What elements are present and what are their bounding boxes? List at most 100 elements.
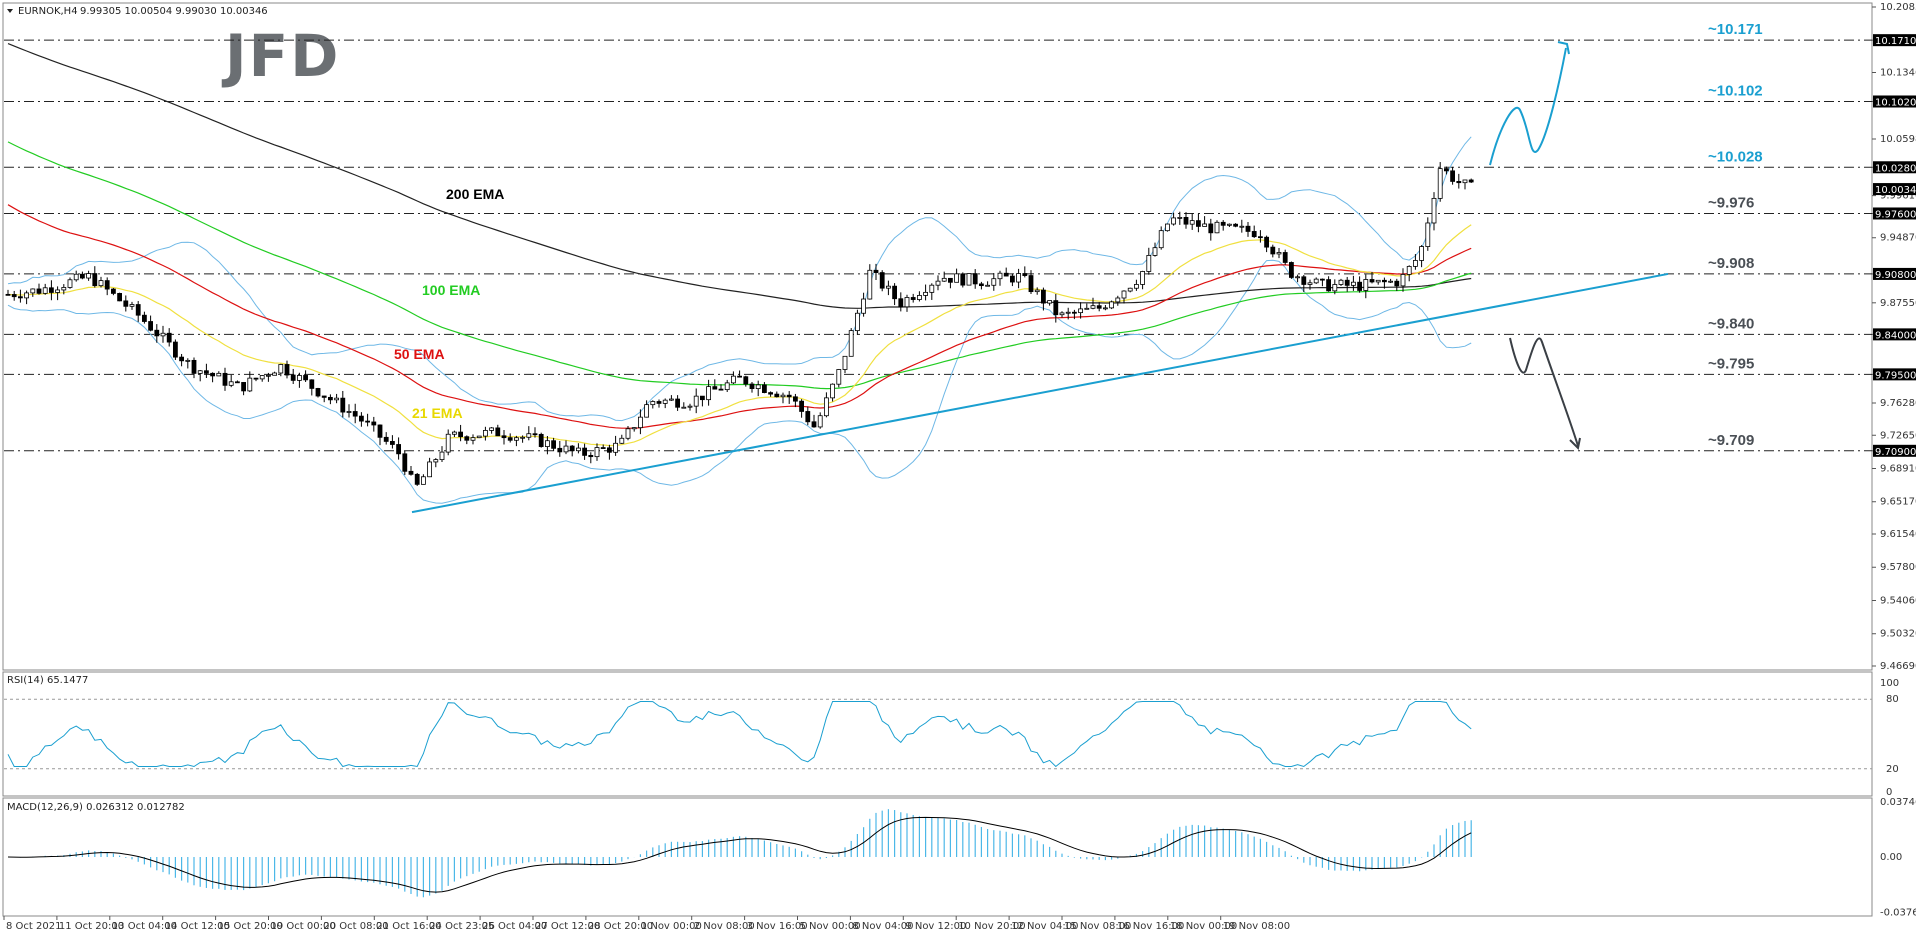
bollinger-bands	[7, 136, 1472, 504]
candle-body	[1351, 281, 1356, 286]
candle-body	[36, 288, 42, 294]
candle-body	[1444, 168, 1449, 172]
candle-body	[861, 298, 866, 314]
rsi-axis-label: 80	[1886, 694, 1899, 705]
candle-body	[886, 285, 891, 289]
candle-body	[1177, 217, 1183, 219]
x-tick-label: 15 Nov 08:00	[1064, 921, 1131, 932]
candle-body	[718, 388, 724, 391]
candle-body	[1016, 273, 1021, 283]
x-tick-label: 3 Nov 16:00	[747, 921, 808, 932]
candle-body	[501, 435, 507, 439]
candle-body	[520, 436, 525, 439]
candle-body	[700, 395, 705, 401]
candle-body	[24, 292, 30, 299]
candle-body	[985, 284, 990, 287]
candle-body	[1462, 179, 1468, 184]
candle-body	[414, 473, 420, 485]
candle-body	[1468, 179, 1474, 183]
candle-body	[935, 280, 941, 286]
candle-body	[1388, 280, 1393, 283]
candle-body	[1295, 276, 1300, 279]
candle-body	[600, 447, 606, 449]
jfd-logo: JFD	[221, 22, 340, 90]
candle-body	[334, 397, 340, 401]
candle-body	[917, 295, 922, 300]
price-box-label: 10.02800	[1875, 163, 1916, 174]
candle-body	[879, 272, 885, 289]
macd-panel-frame	[2, 797, 1873, 917]
candle-body	[607, 447, 612, 453]
x-tick-label: 8 Oct 2021	[6, 921, 61, 932]
candle-body	[805, 411, 811, 423]
candle-body	[594, 447, 600, 458]
candle-body	[92, 273, 98, 287]
candle-body	[377, 424, 383, 438]
candle-body	[662, 399, 668, 404]
candle-body	[1022, 273, 1028, 276]
candle-body	[327, 396, 333, 401]
candle-body	[1158, 230, 1164, 249]
candle-body	[1413, 260, 1418, 267]
x-tick-label: 26 Oct 04:00	[482, 921, 547, 932]
ema50-line	[7, 204, 1472, 429]
ema-label: 200 EMA	[446, 186, 504, 202]
candle-body	[979, 283, 984, 287]
x-tick-label: 8 Nov 04:00	[852, 921, 913, 932]
candle-body	[1382, 279, 1387, 283]
candle-body	[148, 321, 154, 331]
candle-body	[396, 444, 402, 455]
candle-body	[278, 364, 284, 374]
candle-body	[755, 384, 761, 389]
candle-body	[228, 381, 234, 386]
bollinger-upper	[7, 136, 1472, 422]
candle-body	[569, 445, 575, 452]
candle-body	[1189, 220, 1195, 225]
macd-axis-label: -0.037662	[1880, 907, 1916, 918]
candle-body	[482, 430, 488, 437]
rsi-axis-label: 20	[1886, 764, 1899, 775]
candle-body	[309, 379, 315, 389]
x-tick-label: 20 Oct 08:00	[323, 921, 388, 932]
candle-body	[892, 285, 897, 300]
price-box	[1873, 328, 1916, 341]
price-box-label: 9.70900	[1875, 447, 1916, 458]
candle-body	[1258, 236, 1263, 239]
candle-body	[1363, 279, 1369, 291]
ema200-line	[7, 43, 1472, 309]
candle-body	[321, 395, 327, 398]
candle-body	[464, 436, 470, 441]
candle-body	[1034, 289, 1040, 293]
candle-body	[67, 279, 73, 288]
price-box	[1873, 368, 1916, 381]
candle-body	[811, 421, 817, 428]
x-tick-label: 10 Nov 20:00	[958, 921, 1025, 932]
y-tick-label: 10.05980	[1880, 134, 1916, 145]
candle-body	[768, 392, 773, 395]
level-label: ~10.102	[1708, 82, 1763, 99]
candle-body	[290, 374, 296, 381]
candle-body	[799, 400, 804, 412]
candle-body	[650, 401, 656, 406]
candle-body	[1456, 181, 1462, 184]
panel-menu-icon[interactable]	[7, 9, 13, 13]
macd-signal-line	[7, 816, 1472, 893]
candle-body	[1400, 274, 1406, 287]
candle-body	[272, 372, 278, 376]
y-tick-label: 9.76280	[1880, 398, 1916, 409]
price-box	[1873, 161, 1916, 174]
x-tick-label: 13 Oct 04:00	[112, 921, 177, 932]
candle-body	[1227, 223, 1232, 226]
x-tick-label: 1 Nov 00:00	[641, 921, 702, 932]
candle-body	[780, 394, 786, 398]
macd-histogram: 0.037466 0.00 -0.037662	[7, 797, 1916, 918]
candle-body	[817, 415, 823, 428]
candle-body	[445, 433, 451, 453]
candle-body	[774, 393, 780, 398]
candle-body	[1196, 220, 1201, 227]
candle-body	[929, 284, 935, 293]
candle-body	[706, 386, 711, 401]
candle-body	[749, 383, 755, 389]
candle-body	[451, 431, 457, 435]
